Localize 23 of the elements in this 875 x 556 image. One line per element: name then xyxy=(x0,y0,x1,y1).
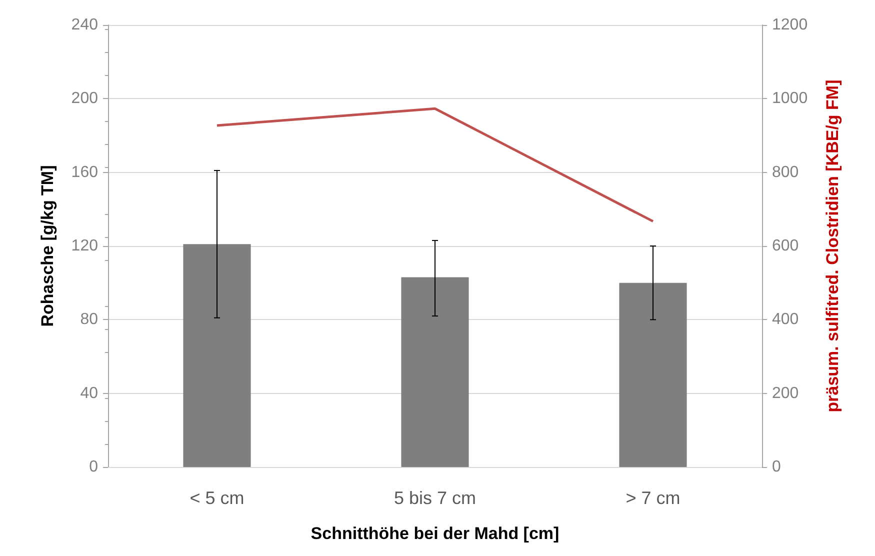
y2-tick-label: 200 xyxy=(772,384,799,402)
x-tick-label: > 7 cm xyxy=(626,488,680,508)
y-tick-label: 40 xyxy=(80,384,98,402)
x-tick-label: < 5 cm xyxy=(190,488,244,508)
x-axis-title: Schnitthöhe bei der Mahd [cm] xyxy=(310,524,560,543)
y-tick-label: 240 xyxy=(71,16,98,34)
bar xyxy=(183,244,251,467)
y-tick-label: 160 xyxy=(71,164,98,181)
bar xyxy=(619,282,687,467)
y-axis-title: Rohasche [g/kg TM] xyxy=(38,165,57,327)
y-tick-label: 0 xyxy=(89,458,98,476)
y2-tick-label: 600 xyxy=(772,238,799,254)
y-tick-label: 120 xyxy=(71,238,98,254)
y2-tick-label: 800 xyxy=(772,164,799,181)
y2-tick-label: 400 xyxy=(772,311,799,328)
y2-tick-label: 1200 xyxy=(772,16,808,34)
y2-tick-label: 1000 xyxy=(772,90,808,108)
y2-tick-label: 0 xyxy=(772,458,781,476)
x-tick-label: 5 bis 7 cm xyxy=(394,488,476,508)
bar xyxy=(401,277,469,467)
y-tick-label: 80 xyxy=(80,311,98,328)
y-tick-label: 200 xyxy=(71,90,98,108)
y2-axis-title: präsum. sulfitred. Clostridien [KBE/g FM] xyxy=(823,80,842,412)
